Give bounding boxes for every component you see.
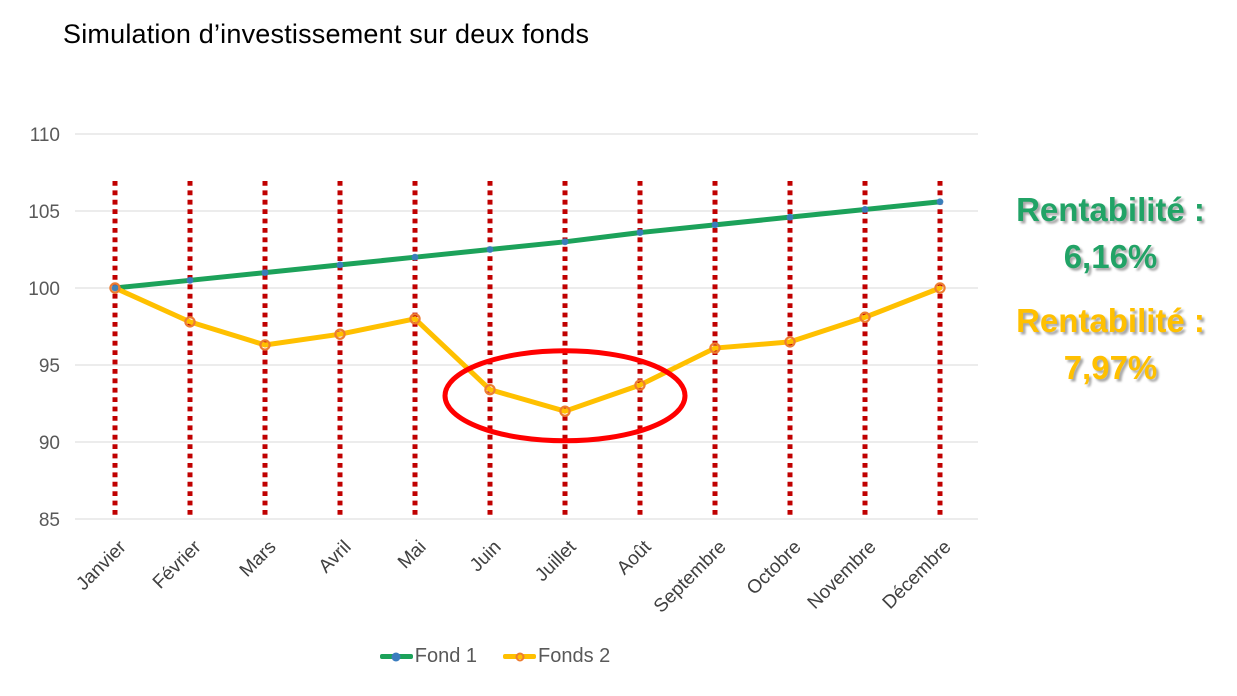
- x-tick-label-septembre: Septembre: [650, 537, 731, 618]
- y-tick-label: 100: [28, 279, 60, 300]
- rentability-annotations: Rentabilité : 6,16% Rentabilité : 7,97%: [984, 0, 1237, 696]
- marker-dot: [561, 238, 569, 246]
- y-tick-label: 105: [28, 202, 60, 223]
- marker-ring: [784, 336, 796, 348]
- x-tick-label-juin: Juin: [466, 537, 505, 576]
- marker-ring: [109, 282, 121, 294]
- marker-ring: [184, 316, 196, 328]
- marker-dot: [411, 253, 419, 261]
- marker-ring: [409, 313, 421, 325]
- rentability-fond1-label: Rentabilité :: [1016, 191, 1205, 228]
- x-tick-label-octobre: Octobre: [743, 537, 806, 600]
- marker-dot: [486, 246, 494, 253]
- rentability-fonds2-label: Rentabilité :: [1016, 302, 1205, 339]
- line-chart-canvas: 85 90 95 100 105 110 Janvier Février Mars Avril Ma…: [28, 125, 978, 618]
- fond1-dot-marker-icon: [391, 652, 401, 661]
- marker-dot: [111, 284, 119, 292]
- x-tick-label-mai: Mai: [394, 537, 431, 574]
- rentability-fonds2-value: 7,97%: [1063, 349, 1158, 386]
- fonds2-ring-marker-icon: [515, 652, 524, 661]
- fonds2-line-swatch-icon: [503, 652, 536, 661]
- marker-ring: [259, 339, 271, 351]
- highlight-ellipse: [442, 348, 688, 444]
- y-tick-label: 110: [30, 125, 60, 146]
- marker-dot: [786, 213, 794, 221]
- x-tick-label-août: Août: [613, 536, 656, 579]
- marker-ring: [559, 405, 571, 417]
- marker-dot: [186, 276, 194, 284]
- legend-item-fond1: Fond 1: [379, 645, 477, 668]
- x-tick-label-juillet: Juillet: [531, 536, 581, 586]
- marker-ring: [859, 311, 871, 323]
- x-tick-label-janvier: Janvier: [72, 536, 131, 595]
- fond1-line-swatch-icon: [379, 652, 413, 661]
- series-line-fonds-2: [112, 285, 943, 414]
- chart-title: Simulation d’investissement sur deux fon…: [63, 19, 590, 49]
- marker-dot: [261, 269, 269, 276]
- y-tick-label: 90: [39, 433, 60, 454]
- x-tick-label-avril: Avril: [315, 537, 356, 578]
- rentability-fond1: Rentabilité : 6,16%: [984, 186, 1237, 280]
- legend-label-fond1: Fond 1: [414, 645, 477, 667]
- chart-legend: Fond 1 Fonds 2: [0, 645, 990, 668]
- x-tick-label-mars: Mars: [236, 537, 281, 582]
- marker-ring: [709, 342, 721, 354]
- marker-ring: [334, 328, 346, 340]
- marker-dot: [861, 206, 869, 213]
- x-tick-label-février: Février: [149, 536, 206, 593]
- rentability-fond1-value: 6,16%: [1063, 238, 1158, 275]
- series-line-fond-1: [112, 199, 943, 291]
- marker-dot: [636, 229, 644, 236]
- marker-ring: [484, 383, 496, 396]
- marker-dot: [336, 261, 344, 269]
- marker-ring: [634, 379, 646, 391]
- marker-dot: [711, 221, 719, 229]
- y-tick-label: 85: [39, 510, 60, 531]
- x-tick-label-décembre: Décembre: [879, 537, 956, 614]
- marker-dot: [936, 198, 944, 206]
- x-tick-label-novembre: Novembre: [804, 537, 881, 614]
- y-tick-label: 95: [39, 356, 60, 377]
- legend-item-fonds2: Fonds 2: [503, 645, 610, 668]
- marker-ring: [934, 282, 946, 294]
- rentability-fonds2: Rentabilité : 7,97%: [984, 297, 1237, 391]
- legend-label-fonds2: Fonds 2: [538, 645, 611, 667]
